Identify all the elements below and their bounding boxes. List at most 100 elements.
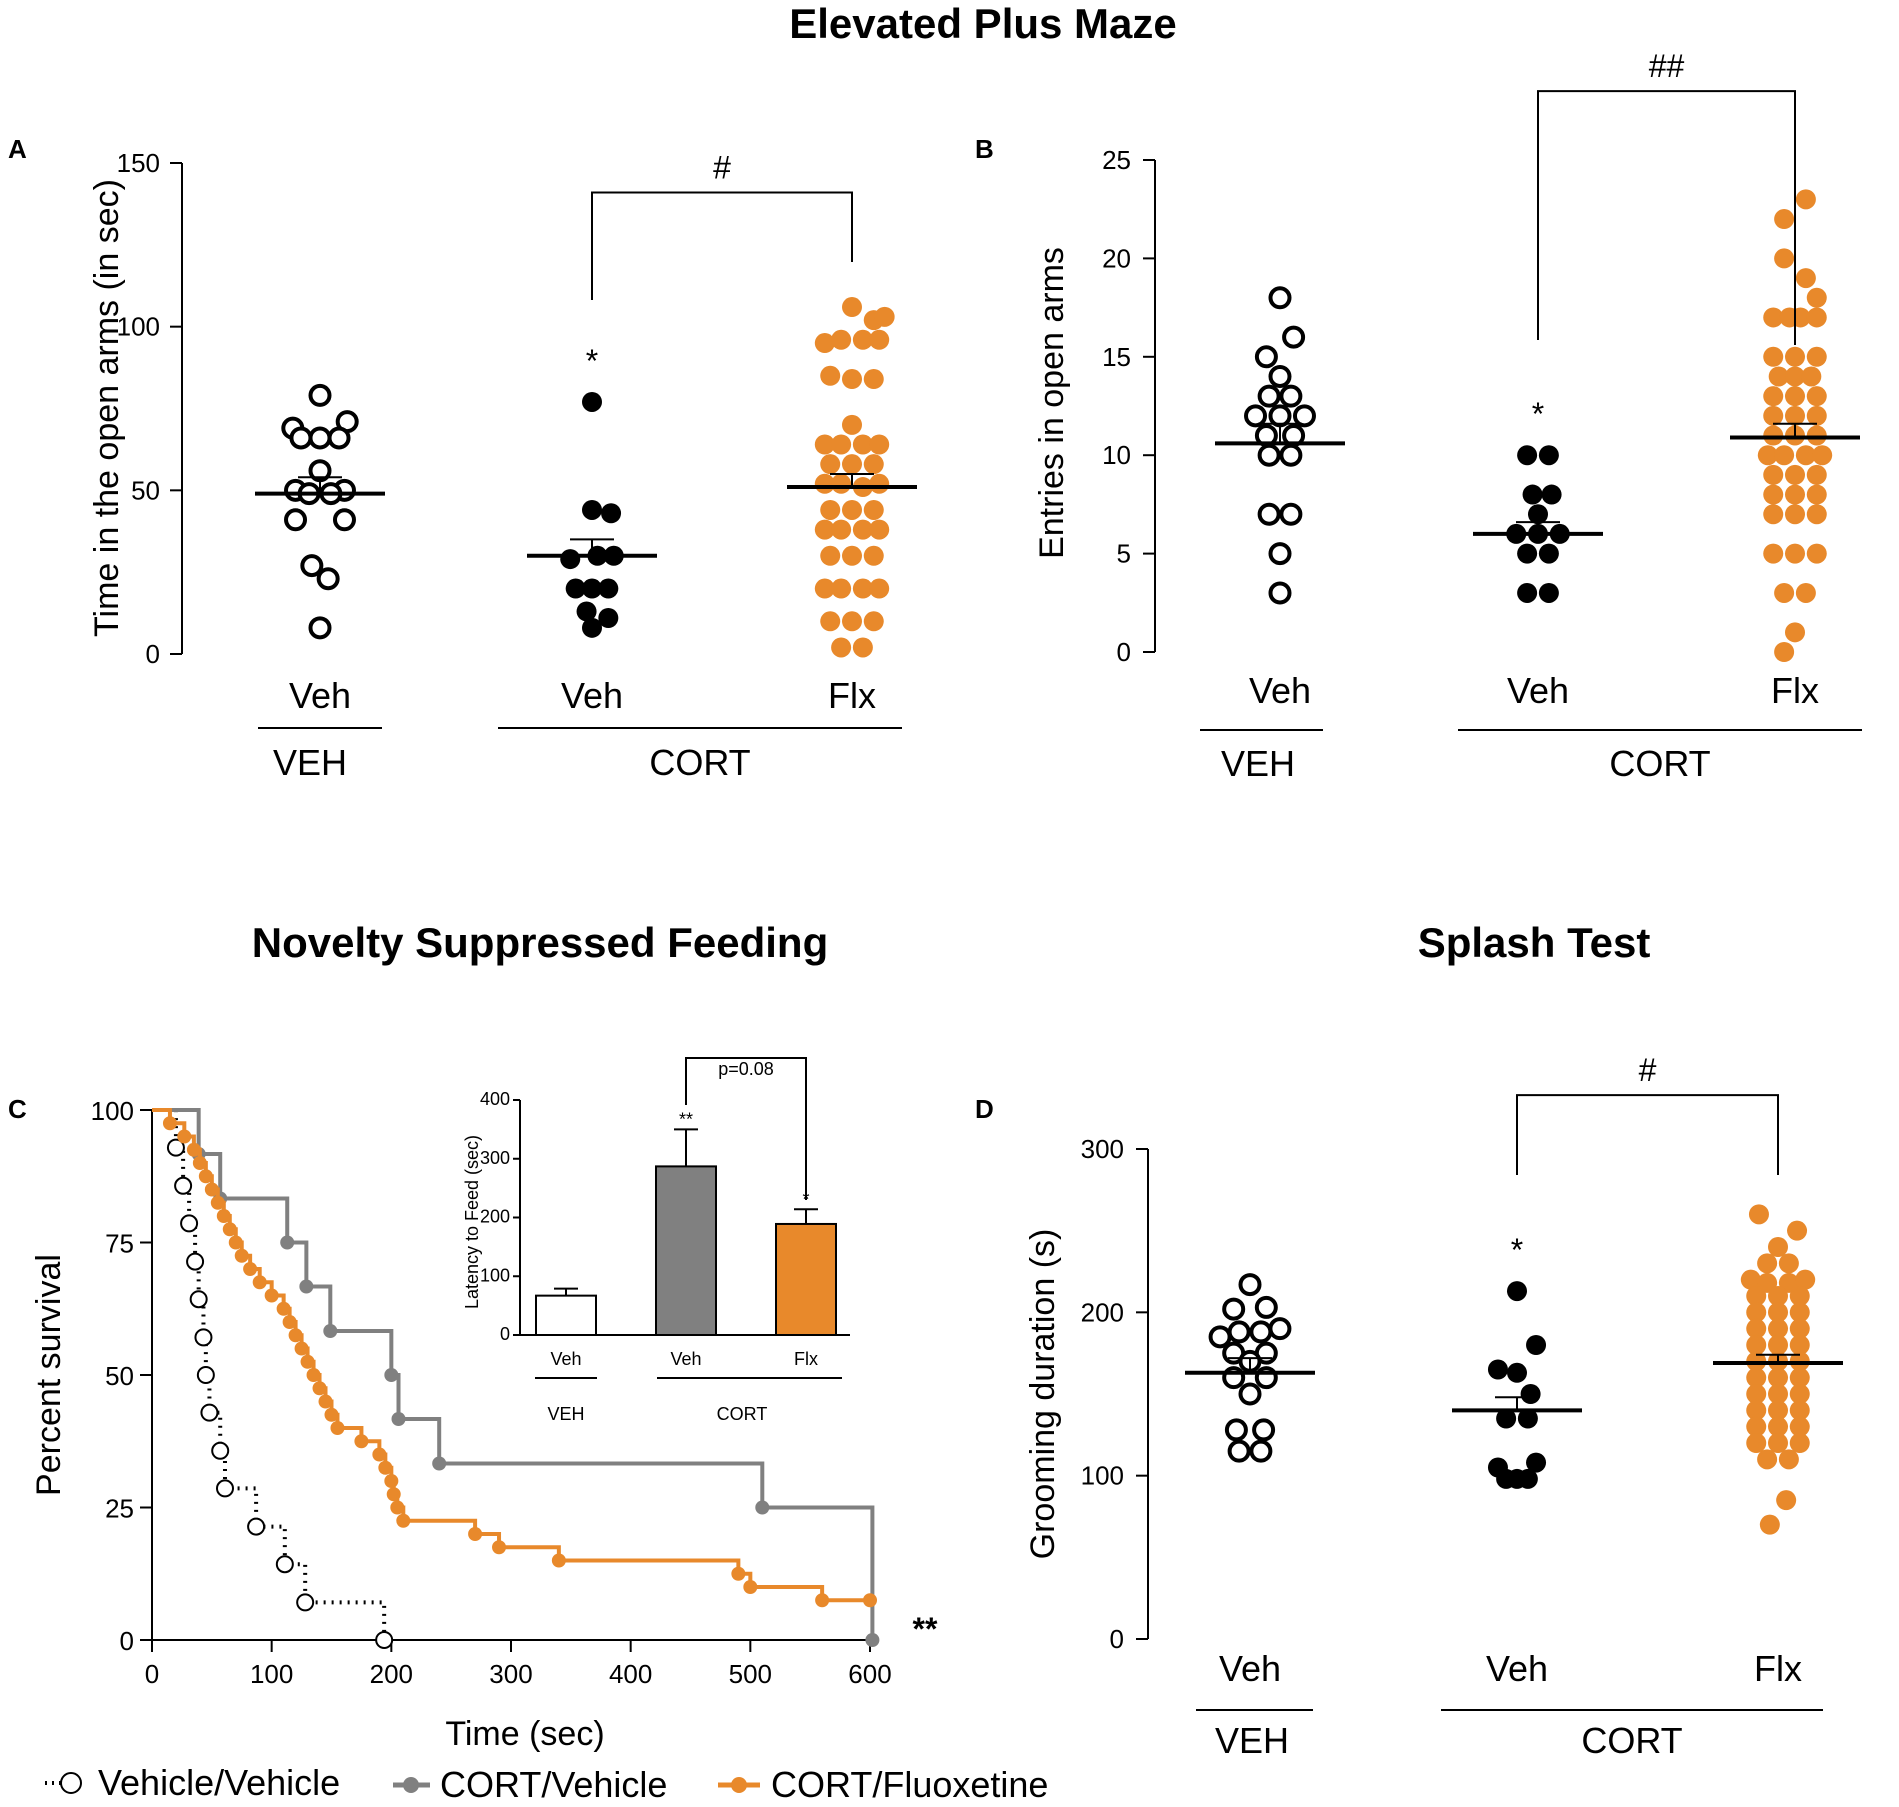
data-point-cortveh-a [582,578,602,599]
data-point-cortveh-b [1517,543,1538,564]
data-point-cortflx-a [842,545,862,566]
y-tick-label-c: 75 [105,1229,134,1259]
legend-label-vehicle: Vehicle/Vehicle [98,1762,340,1803]
data-point-vehveh-b [1292,404,1316,428]
data-point-cortflx-a [820,365,841,386]
data-point-cortflx-b [1785,622,1805,643]
data-point-cortflx-a [820,454,841,475]
treatment-label-b: CORT [1609,743,1710,784]
comparison-bracket-b [1537,90,1796,345]
data-point-cortflx-b [1763,405,1784,426]
data-point-cortveh-a [582,499,602,520]
data-point-cortflx-a [874,306,895,327]
inset-y-axis-label: Latency to Feed (sec) [462,1135,482,1309]
legend-label-cort-vehicle: CORT/Vehicle [440,1764,667,1805]
data-point-cortflx-d [1778,1253,1799,1274]
data-point-cortveh-a [560,549,581,570]
event-marker-cort-fluoxetine [390,1500,405,1515]
group-label-cortflx-b: Flx [1771,670,1819,711]
bracket-label-a: # [713,149,731,185]
data-point-cortveh-d [1520,1384,1541,1404]
event-marker-vehicle-vehicle [196,1366,215,1384]
data-point-cortflx-d [1789,1302,1810,1323]
data-point-cortflx-d [1778,1449,1799,1470]
data-point-cortflx-a [842,297,862,318]
data-point-cortflx-b [1768,366,1789,387]
treatment-label-a: CORT [649,742,750,783]
significance-star-d: * [1511,1232,1523,1268]
event-marker-cort-fluoxetine [288,1328,303,1343]
data-point-cortflx-a [842,454,862,475]
data-point-cortflx-d [1757,1253,1778,1274]
legend-marker-cort-vehicle [403,1777,419,1793]
inset-y-tick-label: 100 [480,1265,510,1285]
group-label-cortveh-a: Veh [561,675,623,716]
inset-significance: ** [679,1109,693,1129]
data-point-cortflx-b [1774,582,1795,603]
data-point-cortflx-d [1746,1286,1767,1306]
data-point-cortflx-b [1774,642,1795,662]
data-point-cortflx-b [1812,445,1833,466]
data-point-cortflx-d [1746,1335,1767,1355]
y-tick-label-d: 200 [1081,1297,1124,1327]
event-marker-vehicle-vehicle [247,1517,266,1536]
data-point-cortflx-d [1768,1384,1788,1404]
title-elevated-plus-maze: Elevated Plus Maze [789,0,1177,47]
data-point-vehveh-d [1249,1439,1273,1463]
data-point-cortflx-b [1806,504,1827,525]
data-point-vehveh-d [1249,1320,1273,1344]
comparison-bracket-d [1516,1094,1779,1175]
data-point-cortflx-d [1789,1318,1810,1339]
event-marker-cort-vehicle [432,1456,447,1471]
event-marker-vehicle-vehicle [186,1252,205,1271]
data-point-cortflx-d [1746,1416,1767,1437]
event-marker-cort-vehicle [865,1633,880,1647]
y-tick-label-a: 0 [146,639,160,669]
y-tick-label-c: 50 [105,1361,134,1391]
data-point-cortflx-a [863,545,884,566]
event-marker-cort-fluoxetine [731,1566,746,1581]
data-point-cortveh-b [1517,582,1538,603]
data-point-cortflx-d [1768,1335,1788,1355]
data-point-cortflx-b [1795,582,1816,603]
chart-panel-d: 0 100 200 300 Grooming duration (s) Veh Veh * Fl… [1024,1052,1843,1761]
event-marker-cort-fluoxetine [468,1527,483,1541]
data-point-vehveh-b [1268,286,1292,310]
data-point-cortveh-d [1487,1359,1508,1380]
inset-treatment-label: CORT [717,1404,768,1424]
data-point-vehveh-b [1268,542,1292,566]
event-marker-cort-fluoxetine [551,1553,566,1568]
data-point-vehveh-d [1227,1320,1251,1344]
event-marker-cort-fluoxetine [354,1434,369,1449]
data-point-cortflx-d [1787,1220,1808,1241]
data-point-cortveh-a [576,601,597,622]
bracket-label-b: ## [1649,48,1685,84]
event-marker-cort-fluoxetine [234,1248,249,1263]
significance-star-b: * [1532,396,1544,432]
event-marker-cort-fluoxetine [743,1580,758,1594]
data-point-cortflx-b [1806,484,1827,505]
event-marker-cort-fluoxetine [324,1407,339,1422]
data-point-cortflx-b [1785,405,1805,426]
data-point-cortflx-b [1763,543,1784,564]
event-marker-cort-vehicle [391,1411,406,1426]
treatment-label-b: VEH [1221,743,1295,784]
data-point-vehveh-d [1208,1325,1232,1349]
data-point-cortflx-a [820,499,841,520]
event-marker-cort-fluoxetine [330,1421,345,1435]
y-tick-label-c: 25 [105,1494,134,1524]
data-point-cortflx-b [1785,504,1805,525]
data-point-vehveh-d [1224,1418,1248,1442]
data-point-cortflx-d [1768,1237,1788,1257]
event-marker-cort-vehicle [755,1500,770,1515]
group-label-cortveh-d: Veh [1486,1648,1548,1689]
data-point-cortflx-a [869,434,890,455]
data-point-cortveh-d [1517,1468,1538,1489]
data-point-cortflx-a [814,434,835,455]
legend-label-cort-fluoxetine: CORT/Fluoxetine [771,1764,1048,1805]
significance-star-c: ** [913,1611,938,1647]
data-point-cortveh-a [601,503,622,524]
y-tick-label-b: 10 [1102,440,1131,470]
data-point-cortflx-d [1768,1400,1788,1421]
y-tick-label-b: 25 [1102,145,1131,175]
